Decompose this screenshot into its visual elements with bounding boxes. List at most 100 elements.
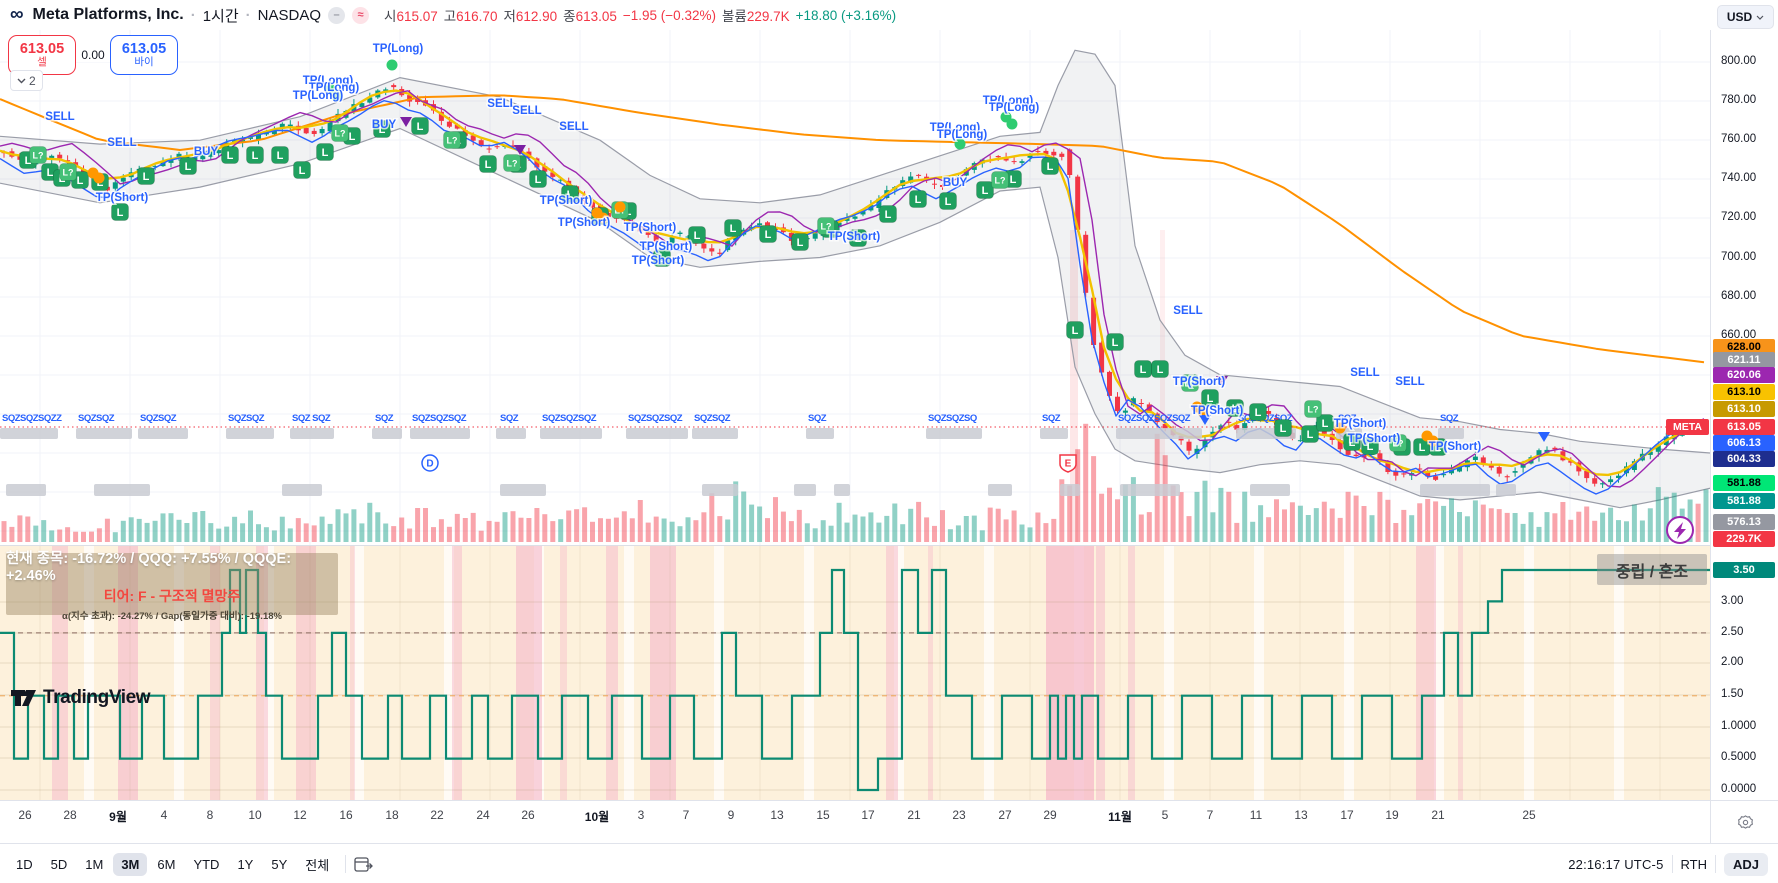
range-button-전체[interactable]: 전체 xyxy=(305,857,330,873)
go-to-date-icon[interactable] xyxy=(354,856,374,873)
range-button-1m[interactable]: 1M xyxy=(85,856,104,872)
close-value: 613.05 xyxy=(575,9,617,24)
candle-body xyxy=(685,236,691,238)
axis-settings-corner[interactable] xyxy=(1710,800,1778,844)
interval-label[interactable]: 1시간 xyxy=(202,7,239,25)
long-entry-badge: L xyxy=(1041,157,1059,175)
volume-bar xyxy=(1162,455,1168,542)
panel-separator[interactable] xyxy=(0,545,1710,546)
symbol-title[interactable]: Meta Platforms, Inc. xyxy=(32,6,184,23)
price-axis-badge: 576.13 xyxy=(1713,514,1775,530)
price-axis[interactable]: 800.00 780.00 760.00 740.00 720.00 700.00 680.… xyxy=(1666,0,1778,800)
time-axis-label: 9월 xyxy=(109,810,127,824)
bottom-toolbar: 1D 5D 1M 3M 6M YTD 1Y 5Y 전체 22:16:17 UTC-5 RTH A… xyxy=(0,843,1778,883)
volume-bar xyxy=(256,524,261,542)
badge-box xyxy=(1316,414,1334,432)
exchange-label[interactable]: NASDAQ xyxy=(257,6,322,24)
range-button-1d[interactable]: 1D xyxy=(16,856,33,872)
price-axis-tick: 780.00 xyxy=(1721,94,1757,106)
volume-bar xyxy=(49,530,55,542)
volume-bar xyxy=(375,512,381,542)
collapse-indicators-button[interactable]: 2 xyxy=(10,70,43,91)
range-button-ytd[interactable]: YTD xyxy=(193,856,220,872)
badge-box xyxy=(1343,433,1361,451)
chart-legend-header: ∞ Meta Platforms, Inc. · 1시간 · NASDAQ – … xyxy=(0,0,1720,30)
candle-body xyxy=(478,140,484,146)
volume-bar xyxy=(1433,501,1439,542)
range-button-6m[interactable]: 6M xyxy=(157,856,176,872)
badge-box xyxy=(1041,157,1059,175)
volume-bar xyxy=(1441,505,1447,542)
candle-body xyxy=(860,211,866,215)
price-axis-tick: 1.50 xyxy=(1721,688,1744,700)
range-button-3m[interactable]: 3M xyxy=(113,852,148,876)
quick-trade-lightning-icon[interactable] xyxy=(1666,516,1694,544)
volume-bar xyxy=(940,510,945,542)
long-candidate-badge: L? xyxy=(817,217,835,235)
signal-text-label: TP(Long) xyxy=(303,75,354,87)
badge-box xyxy=(1301,425,1319,443)
buy-price: 613.05 xyxy=(121,40,167,57)
redacted-label xyxy=(282,484,322,496)
volume-bar xyxy=(462,518,468,542)
time-axis-label: 10월 xyxy=(584,810,610,824)
sqz-signal-label: SQZSQZ xyxy=(694,413,731,424)
sqz-signal-label: SQZ xyxy=(808,413,827,424)
badge-box xyxy=(293,161,311,179)
lightning-bolt xyxy=(1674,522,1686,539)
time-axis-label: 17 xyxy=(1340,808,1354,822)
volume-bar xyxy=(669,521,675,542)
time-axis-label: 9 xyxy=(727,808,735,822)
buy-button[interactable]: 613.05 바이 xyxy=(110,35,178,75)
candle-body xyxy=(1647,451,1653,455)
long-entry-badge: L xyxy=(879,205,897,223)
volume-bar xyxy=(1528,512,1534,542)
redacted-label xyxy=(138,428,188,439)
indicator-panel[interactable] xyxy=(0,546,1710,800)
long-entry-badge: L xyxy=(529,170,547,188)
take-profit-short-dot xyxy=(614,201,626,213)
candle-body xyxy=(1536,450,1542,457)
volume-bar xyxy=(478,530,484,542)
candle-body xyxy=(1122,410,1128,413)
ma-purple-envelope xyxy=(0,90,1705,488)
badge-box xyxy=(137,167,155,185)
volume-bar xyxy=(1600,512,1606,542)
wave-indicator-icon[interactable]: ≈ xyxy=(352,6,370,24)
main-price-chart[interactable]: SQZSQZSQZZ SQZSQZ SQZSQZ SQZSQZ SQZ SQZ SQZ SQ… xyxy=(0,0,1710,545)
signal-text-label: SELL xyxy=(45,111,74,123)
badge-box xyxy=(529,170,547,188)
clock-label[interactable]: 22:16:17 UTC-5 xyxy=(1568,856,1664,872)
candle-body xyxy=(1091,297,1097,345)
range-button-5y[interactable]: 5Y xyxy=(271,856,288,872)
volume-bar xyxy=(1122,484,1128,542)
session-gap-stripe xyxy=(264,546,274,800)
volume-bar xyxy=(574,509,580,542)
price-axis-tick: 740.00 xyxy=(1721,172,1757,184)
currency-toggle-button[interactable]: USD xyxy=(1717,5,1774,29)
tradingview-watermark-text: TradingView xyxy=(43,687,151,708)
collapse-count: 2 xyxy=(29,73,36,88)
separator-dot: · xyxy=(190,6,196,24)
sell-button[interactable]: 613.05 셀 xyxy=(8,35,76,75)
volume-bar xyxy=(1051,518,1057,542)
minimize-legend-icon[interactable]: – xyxy=(328,6,346,24)
volume-bar xyxy=(136,518,142,542)
redacted-label xyxy=(1040,428,1068,439)
tradingview-watermark[interactable]: TradingView xyxy=(10,686,151,710)
session-gap-stripe xyxy=(1614,546,1624,800)
session-toggle[interactable]: RTH xyxy=(1680,856,1707,872)
volume-bar xyxy=(263,527,269,542)
long-entry-badge: L xyxy=(688,226,706,244)
adjust-toggle[interactable]: ADJ xyxy=(1723,852,1768,876)
signal-text-label: TP(Short) xyxy=(558,217,611,229)
candle-body xyxy=(1162,424,1168,429)
range-button-5d[interactable]: 5D xyxy=(50,856,68,872)
range-button-1y[interactable]: 1Y xyxy=(237,856,254,872)
time-axis-label: 19 xyxy=(1385,808,1399,822)
volume-bar xyxy=(176,519,182,542)
long-entry-badge: L xyxy=(1361,437,1379,455)
time-axis[interactable]: 26 28 9월 4 8 10 12 16 18 22 24 26 10월 3 7 9 13 15 17 21 23 27… xyxy=(0,800,1710,844)
volume-bar xyxy=(25,516,31,542)
badge-letter: L xyxy=(855,233,862,245)
